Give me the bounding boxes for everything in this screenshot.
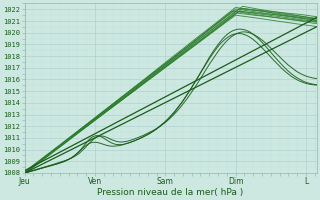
X-axis label: Pression niveau de la mer( hPa ): Pression niveau de la mer( hPa ) bbox=[98, 188, 244, 197]
